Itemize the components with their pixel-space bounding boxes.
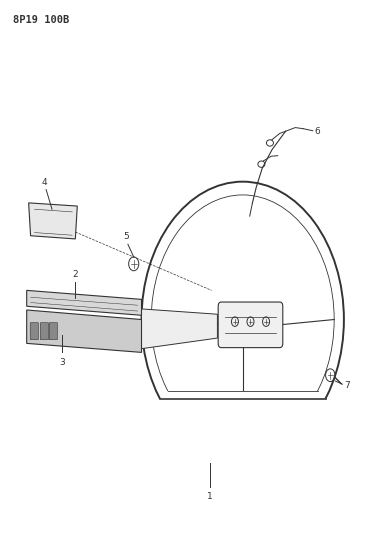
Text: 7: 7 [345,381,350,390]
Polygon shape [157,399,329,463]
Text: 3: 3 [59,358,65,367]
Polygon shape [27,310,142,352]
Text: 5: 5 [123,232,129,241]
FancyBboxPatch shape [218,302,283,348]
Polygon shape [142,309,218,349]
Polygon shape [166,391,319,447]
Polygon shape [27,290,142,316]
Polygon shape [29,203,77,239]
Text: 2: 2 [73,270,78,279]
FancyBboxPatch shape [49,322,58,340]
FancyBboxPatch shape [40,322,49,340]
Text: 6: 6 [315,127,321,136]
Text: 4: 4 [42,178,47,187]
FancyBboxPatch shape [30,322,38,340]
Text: 8P19 100B: 8P19 100B [13,14,69,25]
Text: 1: 1 [207,492,212,501]
